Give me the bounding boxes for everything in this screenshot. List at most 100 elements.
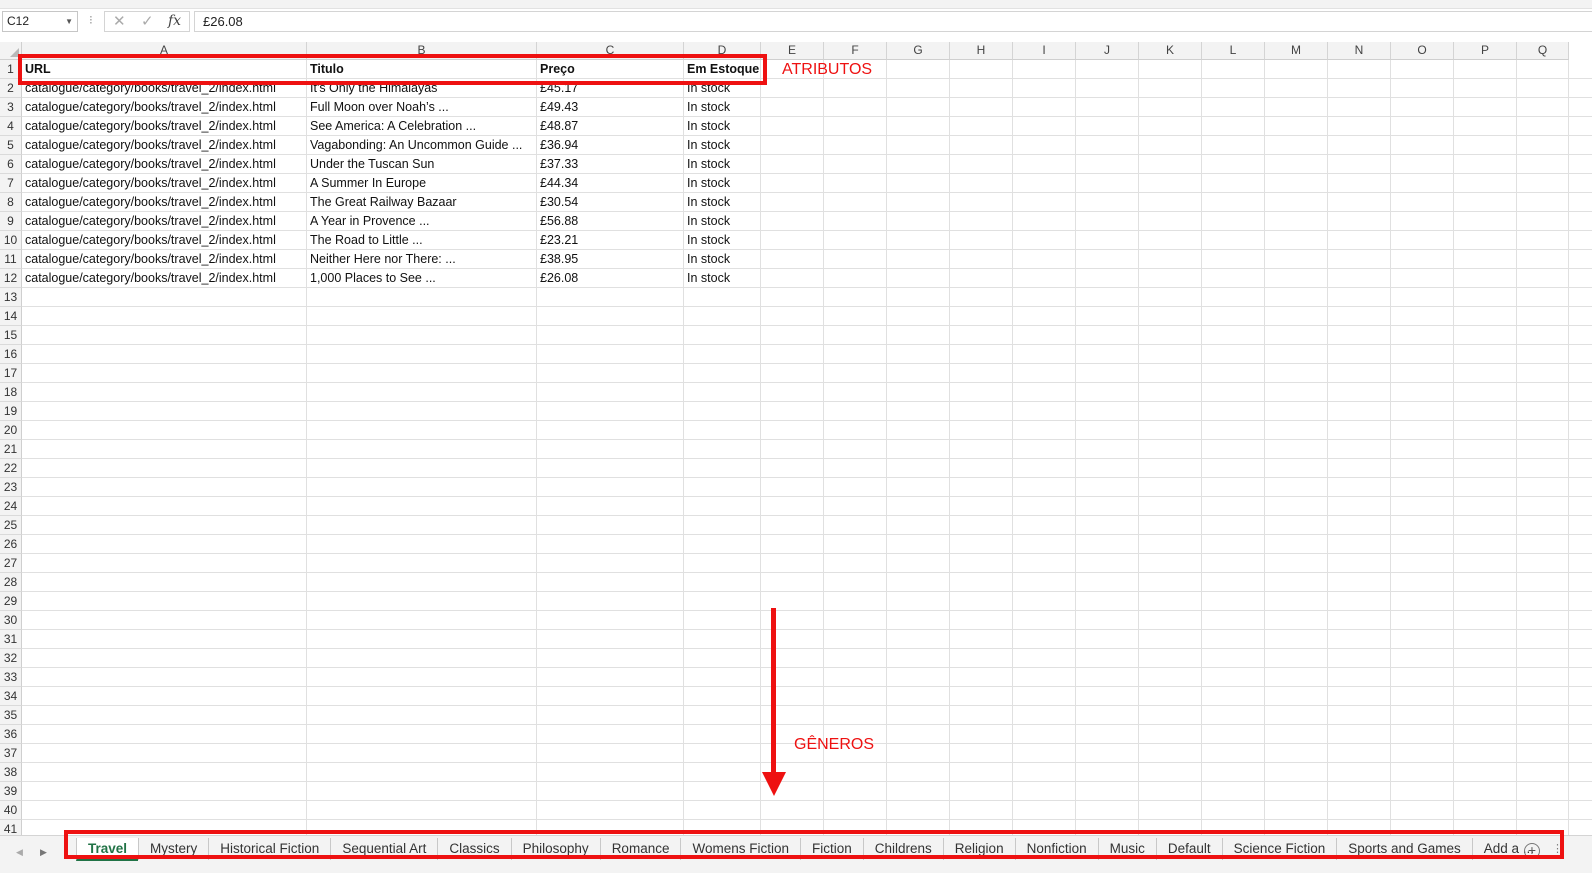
table-cell[interactable]: £36.94: [540, 138, 579, 152]
table-cell[interactable]: Under the Tuscan Sun: [310, 157, 435, 171]
table-cell[interactable]: In stock: [687, 214, 731, 228]
row-header[interactable]: 6: [0, 155, 22, 174]
table-cell[interactable]: The Road to Little ...: [310, 233, 423, 247]
more-vertical-icon[interactable]: ⋮: [1552, 843, 1563, 855]
sheet-tab[interactable]: Add a ...: [1471, 838, 1545, 860]
row-header[interactable]: 25: [0, 516, 22, 535]
scroll-tabs-right-icon[interactable]: ▶: [40, 847, 47, 857]
row-header[interactable]: 37: [0, 744, 22, 763]
table-cell[interactable]: £30.54: [540, 195, 579, 209]
header-cell[interactable]: URL: [25, 62, 51, 76]
table-cell[interactable]: £56.88: [540, 214, 579, 228]
sheet-tab[interactable]: Romance: [599, 838, 681, 860]
row-header[interactable]: 39: [0, 782, 22, 801]
row-header[interactable]: 12: [0, 269, 22, 288]
table-cell[interactable]: Vagabonding: An Uncommon Guide ...: [310, 138, 523, 152]
row-header[interactable]: 36: [0, 725, 22, 744]
cancel-icon[interactable]: ✕: [113, 13, 126, 30]
table-cell[interactable]: £38.95: [540, 252, 579, 266]
sheet-tab[interactable]: Philosophy: [510, 838, 600, 860]
enter-icon[interactable]: ✓: [141, 13, 154, 30]
row-header[interactable]: 16: [0, 345, 22, 364]
cells-area[interactable]: URL Titulo Preço Em Estoque catalogue/catego…: [22, 60, 1592, 839]
row-header[interactable]: 3: [0, 98, 22, 117]
row-header[interactable]: 7: [0, 174, 22, 193]
row-header[interactable]: 9: [0, 212, 22, 231]
sheet-tab[interactable]: Religion: [942, 838, 1015, 860]
sheet-tab[interactable]: Classics: [437, 838, 510, 860]
row-header[interactable]: 28: [0, 573, 22, 592]
table-cell[interactable]: catalogue/category/books/travel_2/index.…: [25, 100, 276, 114]
row-header[interactable]: 17: [0, 364, 22, 383]
name-box[interactable]: C12 ▼: [2, 11, 78, 32]
row-header[interactable]: 22: [0, 459, 22, 478]
row-header[interactable]: 2: [0, 79, 22, 98]
row-header[interactable]: 33: [0, 668, 22, 687]
sheet-tab[interactable]: Science Fiction: [1221, 838, 1337, 860]
table-cell[interactable]: In stock: [687, 252, 731, 266]
column-header[interactable]: G: [887, 42, 950, 60]
column-header[interactable]: P: [1454, 42, 1517, 60]
table-cell[interactable]: catalogue/category/books/travel_2/index.…: [25, 176, 276, 190]
table-cell[interactable]: catalogue/category/books/travel_2/index.…: [25, 233, 276, 247]
column-header[interactable]: Q: [1517, 42, 1569, 60]
table-cell[interactable]: £44.34: [540, 176, 579, 190]
sheet-tab[interactable]: Womens Fiction: [680, 838, 800, 860]
table-cell[interactable]: catalogue/category/books/travel_2/index.…: [25, 157, 276, 171]
column-header[interactable]: O: [1391, 42, 1454, 60]
table-cell[interactable]: In stock: [687, 157, 731, 171]
row-header[interactable]: 34: [0, 687, 22, 706]
sheet-tab[interactable]: Music: [1097, 838, 1156, 860]
row-header[interactable]: 8: [0, 193, 22, 212]
table-cell[interactable]: £23.21: [540, 233, 579, 247]
row-header[interactable]: 26: [0, 535, 22, 554]
row-header[interactable]: 19: [0, 402, 22, 421]
table-cell[interactable]: £26.08: [540, 271, 579, 285]
sheet-tab[interactable]: Default: [1155, 838, 1222, 860]
row-header[interactable]: 32: [0, 649, 22, 668]
row-header[interactable]: 13: [0, 288, 22, 307]
header-cell[interactable]: Preço: [540, 62, 575, 76]
table-cell[interactable]: In stock: [687, 119, 731, 133]
row-header[interactable]: 27: [0, 554, 22, 573]
column-header[interactable]: H: [950, 42, 1013, 60]
table-cell[interactable]: £49.43: [540, 100, 579, 114]
table-cell[interactable]: In stock: [687, 138, 731, 152]
row-header[interactable]: 21: [0, 440, 22, 459]
table-cell[interactable]: £37.33: [540, 157, 579, 171]
row-header[interactable]: 29: [0, 592, 22, 611]
table-cell[interactable]: catalogue/category/books/travel_2/index.…: [25, 252, 276, 266]
column-header[interactable]: I: [1013, 42, 1076, 60]
table-cell[interactable]: See America: A Celebration ...: [310, 119, 477, 133]
sheet-tab[interactable]: Sports and Games: [1336, 838, 1472, 860]
column-header[interactable]: N: [1328, 42, 1391, 60]
insert-function-icon[interactable]: fx: [168, 13, 182, 29]
row-header[interactable]: 38: [0, 763, 22, 782]
table-cell[interactable]: Neither Here nor There: ...: [310, 252, 456, 266]
table-cell[interactable]: catalogue/category/books/travel_2/index.…: [25, 138, 276, 152]
row-header[interactable]: 30: [0, 611, 22, 630]
table-cell[interactable]: Full Moon over Noah’s ...: [310, 100, 449, 114]
formula-input[interactable]: £26.08: [194, 11, 1592, 32]
sheet-tab[interactable]: Nonfiction: [1014, 838, 1098, 860]
table-cell[interactable]: catalogue/category/books/travel_2/index.…: [25, 195, 276, 209]
row-header[interactable]: 11: [0, 250, 22, 269]
row-header[interactable]: 4: [0, 117, 22, 136]
row-header[interactable]: 40: [0, 801, 22, 820]
column-header[interactable]: J: [1076, 42, 1139, 60]
row-header[interactable]: 31: [0, 630, 22, 649]
sheet-tab[interactable]: Mystery: [138, 838, 208, 860]
table-cell[interactable]: 1,000 Places to See ...: [310, 271, 436, 285]
row-header[interactable]: 14: [0, 307, 22, 326]
column-header[interactable]: F: [824, 42, 887, 60]
table-cell[interactable]: catalogue/category/books/travel_2/index.…: [25, 119, 276, 133]
table-cell[interactable]: A Year in Provence ...: [310, 214, 430, 228]
table-cell[interactable]: £48.87: [540, 119, 579, 133]
row-header[interactable]: 41: [0, 820, 22, 839]
row-header[interactable]: 5: [0, 136, 22, 155]
table-cell[interactable]: In stock: [687, 233, 731, 247]
sheet-tab[interactable]: Childrens: [862, 838, 943, 860]
chevron-down-icon[interactable]: ▼: [65, 17, 73, 26]
header-cell[interactable]: Em Estoque: [687, 62, 760, 76]
row-header[interactable]: 18: [0, 383, 22, 402]
